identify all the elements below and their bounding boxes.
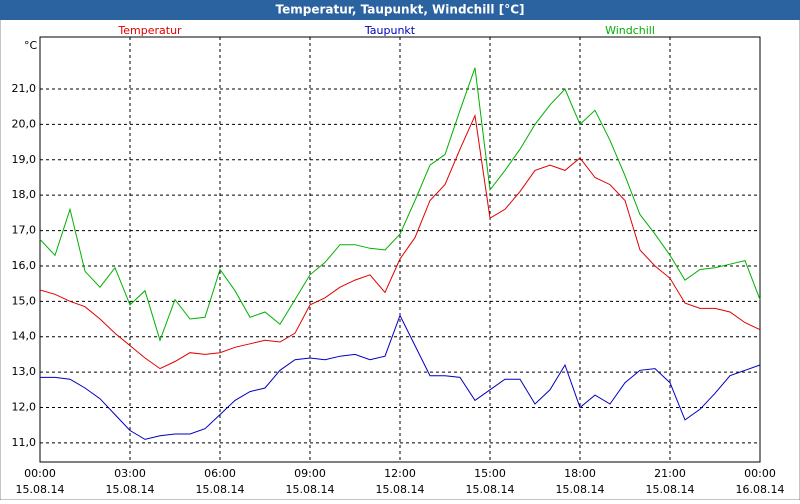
- y-tick-label: 11,0: [12, 436, 37, 449]
- y-tick-label: 16,0: [12, 259, 37, 272]
- y-tick-label: 21,0: [12, 82, 37, 95]
- x-tick-date: 15.08.14: [646, 483, 695, 496]
- series-line: [39, 113, 761, 370]
- x-tick-date: 15.08.14: [106, 483, 155, 496]
- legend-label: Taupunkt: [364, 24, 416, 37]
- y-tick-label: 12,0: [12, 401, 37, 414]
- series-line: [39, 67, 761, 342]
- legend-label: Windchill: [605, 24, 655, 37]
- x-tick-label: 03:00: [114, 467, 146, 480]
- x-tick-date: 15.08.14: [196, 483, 245, 496]
- x-tick-date: 15.08.14: [286, 483, 335, 496]
- x-tick-label: 12:00: [384, 467, 416, 480]
- y-tick-label: 15,0: [12, 294, 37, 307]
- x-tick-label: 09:00: [294, 467, 326, 480]
- x-tick-date: 15.08.14: [466, 483, 515, 496]
- y-tick-label: 13,0: [12, 365, 37, 378]
- y-tick-label: 18,0: [12, 188, 37, 201]
- x-tick-label: 15:00: [474, 467, 506, 480]
- plot-frame: [39, 36, 761, 463]
- chart-title: Temperatur, Taupunkt, Windchill [°C]: [276, 3, 525, 17]
- y-tick-label: 17,0: [12, 224, 37, 237]
- x-tick-date: 16.08.14: [736, 483, 785, 496]
- title-bar: [0, 0, 800, 20]
- x-tick-date: 15.08.14: [376, 483, 425, 496]
- x-tick-label: 21:00: [654, 467, 686, 480]
- series-line: [40, 314, 761, 440]
- y-axis-label: °C: [24, 39, 38, 52]
- legend-label: Temperatur: [117, 24, 182, 37]
- x-tick-label: 18:00: [564, 467, 596, 480]
- x-tick-label: 06:00: [204, 467, 236, 480]
- x-tick-label: 00:00: [24, 467, 56, 480]
- x-tick-date: 15.08.14: [16, 483, 65, 496]
- x-tick-label: 00:00: [744, 467, 776, 480]
- y-tick-label: 20,0: [12, 117, 37, 130]
- y-tick-label: 19,0: [12, 153, 37, 166]
- x-tick-date: 15.08.14: [556, 483, 605, 496]
- y-tick-label: 14,0: [12, 330, 37, 343]
